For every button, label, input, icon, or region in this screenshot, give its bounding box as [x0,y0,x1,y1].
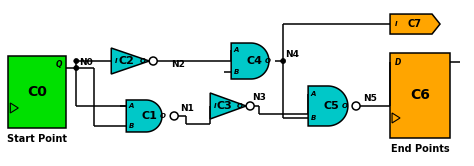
Text: B: B [128,123,134,129]
Text: N4: N4 [285,50,299,59]
Text: A: A [128,103,134,109]
Text: End Points: End Points [391,144,449,154]
Text: A: A [234,47,239,53]
Text: O: O [237,103,243,109]
Polygon shape [390,14,440,34]
Text: N2: N2 [171,60,185,69]
Text: O: O [160,113,166,119]
Circle shape [149,57,157,65]
Text: I: I [214,103,217,109]
Text: B: B [234,69,239,75]
Bar [390,53,450,138]
Bar [9,56,66,128]
Polygon shape [392,113,400,123]
Text: N3: N3 [252,93,266,102]
Text: C6: C6 [410,88,430,102]
Text: I: I [115,58,118,64]
Text: N5: N5 [363,94,377,103]
Text: N1: N1 [180,104,194,113]
Polygon shape [111,48,149,74]
Text: C0: C0 [27,85,47,99]
Polygon shape [210,93,246,119]
Text: C5: C5 [323,101,339,111]
Polygon shape [126,100,162,132]
Circle shape [170,112,178,120]
Circle shape [246,102,254,110]
Polygon shape [308,86,348,126]
Text: D: D [395,57,401,67]
Circle shape [74,59,79,64]
Text: O: O [342,103,348,109]
Text: Q: Q [56,60,63,69]
Text: B: B [310,115,316,121]
Text: A: A [310,91,316,97]
Text: C3: C3 [217,101,232,111]
Text: O: O [265,58,271,64]
Polygon shape [10,103,18,113]
Text: C1: C1 [141,111,157,121]
Text: C2: C2 [118,56,134,66]
Polygon shape [231,43,269,79]
Text: O: O [140,58,146,64]
Text: N0: N0 [79,58,93,67]
Text: I: I [395,21,397,27]
Circle shape [74,66,79,71]
Text: C4: C4 [246,56,262,66]
Circle shape [352,102,360,110]
Circle shape [281,59,286,64]
Text: Start Point: Start Point [7,134,67,144]
Text: C7: C7 [407,19,421,29]
